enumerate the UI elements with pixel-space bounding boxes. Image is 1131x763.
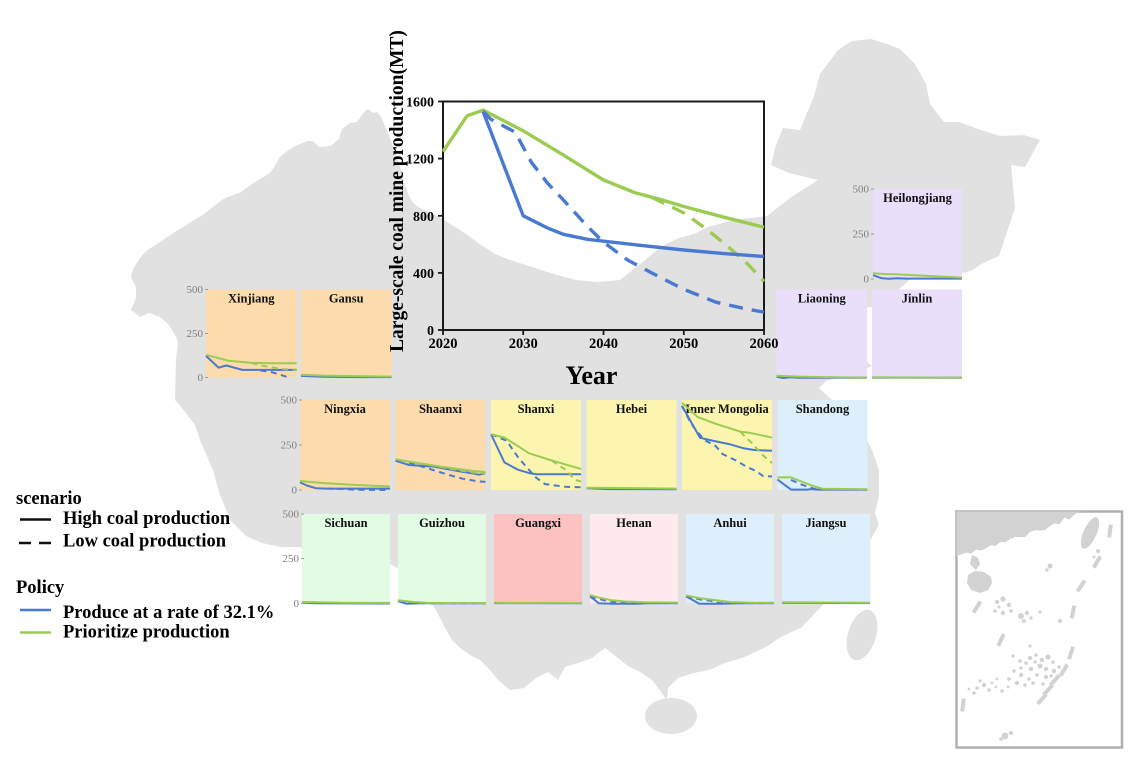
svg-text:Large-scale coal mine producti: Large-scale coal mine production(MT) [387,30,408,352]
svg-text:Guizhou: Guizhou [419,516,465,530]
svg-text:Anhui: Anhui [713,516,747,530]
svg-text:0: 0 [292,485,298,497]
svg-text:0: 0 [294,598,300,610]
svg-text:Jiangsu: Jiangsu [806,516,847,530]
svg-text:2020: 2020 [429,336,458,352]
svg-text:Ningxia: Ningxia [324,402,366,416]
svg-text:Jinlin: Jinlin [902,292,933,306]
svg-text:500: 500 [281,395,298,407]
svg-text:Low coal production: Low coal production [63,532,227,552]
svg-text:2040: 2040 [589,336,618,352]
svg-text:0: 0 [427,324,434,339]
svg-text:2030: 2030 [509,336,538,352]
svg-text:Guangxi: Guangxi [515,516,561,530]
svg-text:Liaoning: Liaoning [798,292,847,306]
svg-text:500: 500 [187,284,204,296]
svg-text:Heilongjiang: Heilongjiang [883,191,953,205]
svg-text:1600: 1600 [406,96,434,111]
svg-text:500: 500 [853,184,870,196]
svg-text:2060: 2060 [750,336,779,352]
svg-text:250: 250 [283,553,300,565]
svg-text:400: 400 [413,267,434,282]
svg-text:Gansu: Gansu [329,292,364,306]
svg-text:scenario: scenario [16,489,82,509]
svg-text:Inner Mongolia: Inner Mongolia [685,402,769,416]
svg-text:250: 250 [281,440,298,452]
svg-text:Xinjiang: Xinjiang [228,292,275,306]
svg-text:Produce at a rate of 32.1%: Produce at a rate of 32.1% [63,603,274,623]
svg-text:Policy: Policy [16,578,65,598]
svg-text:500: 500 [283,509,300,521]
svg-text:Sichuan: Sichuan [324,516,367,530]
svg-text:800: 800 [413,210,434,225]
svg-text:Shanxi: Shanxi [518,402,555,416]
svg-text:Shaanxi: Shaanxi [419,402,463,416]
svg-text:0: 0 [198,372,204,384]
svg-text:0: 0 [864,274,870,286]
svg-text:High coal production: High coal production [63,509,231,529]
svg-text:Shandong: Shandong [796,402,850,416]
svg-text:250: 250 [853,229,870,241]
svg-text:Henan: Henan [616,516,651,530]
svg-text:2050: 2050 [669,336,698,352]
svg-text:Prioritize production: Prioritize production [63,623,230,643]
svg-text:Year: Year [566,361,618,390]
svg-text:1200: 1200 [406,153,434,168]
svg-text:Hebei: Hebei [616,402,648,416]
svg-text:250: 250 [187,328,204,340]
